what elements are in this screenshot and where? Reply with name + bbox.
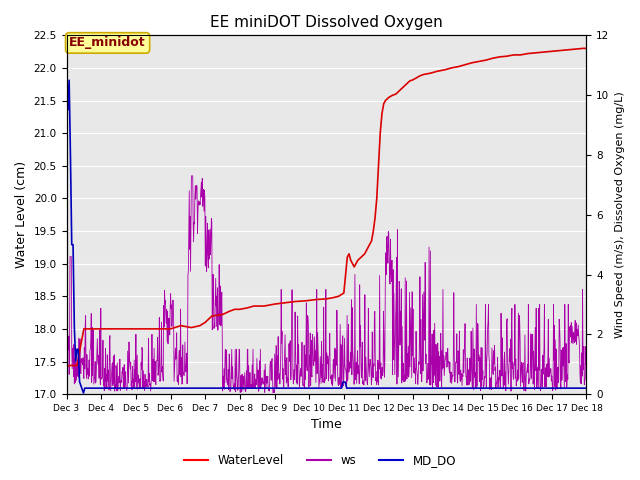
Legend: WaterLevel, ws, MD_DO: WaterLevel, ws, MD_DO — [179, 449, 461, 472]
Y-axis label: Water Level (cm): Water Level (cm) — [15, 161, 28, 268]
X-axis label: Time: Time — [311, 419, 342, 432]
Title: EE miniDOT Dissolved Oxygen: EE miniDOT Dissolved Oxygen — [210, 15, 443, 30]
Text: EE_minidot: EE_minidot — [69, 36, 146, 49]
Y-axis label: Wind Speed (m/s), Dissolved Oxygen (mg/L): Wind Speed (m/s), Dissolved Oxygen (mg/L… — [615, 91, 625, 338]
